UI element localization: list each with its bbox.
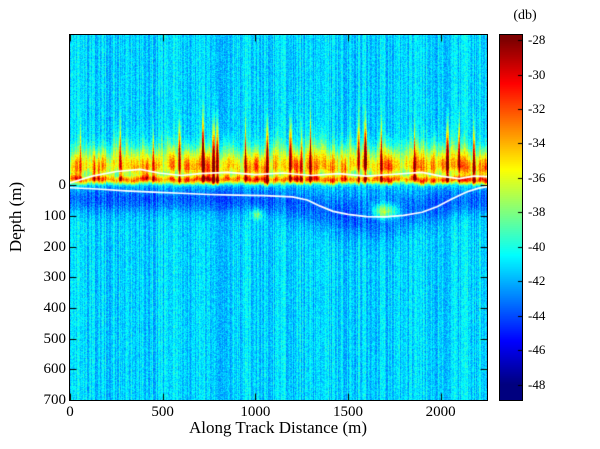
x-tick-label: 2000 — [425, 404, 456, 420]
x-tick-label: 1000 — [240, 404, 271, 420]
colorbar-tick-label: -28 — [528, 32, 546, 48]
x-tick-label: 1500 — [333, 404, 363, 420]
echogram-canvas — [70, 35, 487, 400]
colorbar-tick-label: -42 — [528, 273, 546, 289]
colorbar-tick-label: -38 — [528, 204, 546, 220]
colorbar-tick-label: -30 — [528, 66, 546, 82]
x-tick-label: 0 — [66, 404, 74, 420]
colorbar-tick-label: -44 — [528, 307, 546, 323]
colorbar-canvas — [500, 35, 522, 400]
colorbar-tick-label: -32 — [528, 101, 546, 117]
colorbar — [499, 34, 523, 401]
colorbar-tick-label: -46 — [528, 342, 546, 358]
colorbar-tick-label: -40 — [528, 238, 546, 254]
y-tick-label: 200 — [43, 238, 67, 255]
y-tick-label: 300 — [43, 269, 67, 286]
y-tick-label: 0 — [58, 177, 67, 194]
y-axis-label: Depth (m) — [6, 181, 25, 253]
y-tick-label: 400 — [43, 299, 67, 316]
colorbar-tick-label: -36 — [528, 169, 546, 185]
colorbar-tick-label: -34 — [528, 135, 546, 151]
y-tick-label: 500 — [43, 330, 67, 347]
plot-area — [69, 34, 488, 401]
y-tick-label: 600 — [43, 361, 67, 378]
y-tick-label: 100 — [43, 207, 67, 224]
colorbar-unit-label: (db) — [513, 8, 537, 23]
y-tick-label: 700 — [43, 392, 67, 408]
x-tick-label: 500 — [151, 404, 174, 420]
x-axis-label: Along Track Distance (m) — [188, 418, 368, 437]
colorbar-tick-label: -48 — [528, 376, 546, 392]
